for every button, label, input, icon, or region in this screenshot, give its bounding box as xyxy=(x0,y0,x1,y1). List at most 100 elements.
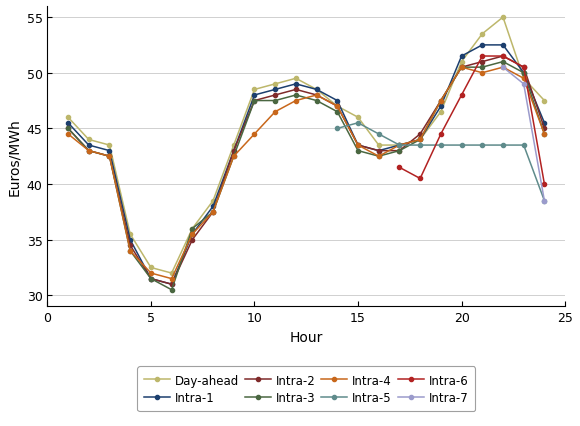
Intra-2 xyxy=(396,149,403,154)
Intra-6 xyxy=(499,55,506,60)
Intra-2 xyxy=(147,276,154,282)
Intra-4 xyxy=(85,149,92,154)
Intra-2 xyxy=(437,99,444,104)
Intra-3 xyxy=(126,249,133,254)
Intra-1 xyxy=(209,204,216,209)
Intra-6 xyxy=(520,66,527,71)
Intra-1 xyxy=(499,43,506,48)
Day-ahead xyxy=(334,104,341,109)
Intra-1 xyxy=(354,143,361,148)
Intra-3 xyxy=(458,66,465,71)
Line: Intra-2: Intra-2 xyxy=(66,55,546,287)
Intra-5 xyxy=(520,143,527,148)
Intra-2 xyxy=(354,143,361,148)
Intra-1 xyxy=(520,71,527,76)
Intra-2 xyxy=(189,238,196,243)
Day-ahead xyxy=(64,115,71,121)
Intra-1 xyxy=(230,149,237,154)
Intra-1 xyxy=(458,55,465,60)
Intra-3 xyxy=(292,93,299,98)
Day-ahead xyxy=(292,77,299,82)
Intra-6 xyxy=(396,165,403,170)
Intra-4 xyxy=(313,93,320,98)
Intra-5 xyxy=(479,143,486,148)
Day-ahead xyxy=(437,110,444,115)
Intra-5 xyxy=(416,143,423,148)
Intra-4 xyxy=(271,110,278,115)
Line: Intra-3: Intra-3 xyxy=(66,60,546,292)
Intra-2 xyxy=(292,88,299,93)
Intra-2 xyxy=(541,127,548,132)
Intra-4 xyxy=(168,276,175,282)
Intra-6 xyxy=(458,93,465,98)
Intra-2 xyxy=(251,99,258,104)
Intra-5 xyxy=(541,199,548,204)
Intra-5 xyxy=(375,132,382,137)
Day-ahead xyxy=(209,199,216,204)
Intra-6 xyxy=(541,182,548,187)
Intra-4 xyxy=(209,210,216,215)
Day-ahead xyxy=(168,271,175,276)
Intra-5 xyxy=(458,143,465,148)
Y-axis label: Euros/MWh: Euros/MWh xyxy=(7,118,21,196)
Intra-4 xyxy=(147,271,154,276)
Day-ahead xyxy=(416,138,423,143)
Line: Intra-1: Intra-1 xyxy=(66,44,546,287)
Intra-5 xyxy=(334,127,341,132)
Day-ahead xyxy=(541,99,548,104)
Intra-3 xyxy=(499,60,506,65)
Line: Intra-4: Intra-4 xyxy=(66,66,546,281)
Intra-4 xyxy=(375,154,382,159)
Intra-4 xyxy=(126,249,133,254)
Intra-1 xyxy=(147,276,154,282)
Intra-1 xyxy=(85,143,92,148)
Intra-2 xyxy=(458,66,465,71)
Intra-1 xyxy=(313,88,320,93)
Intra-4 xyxy=(541,132,548,137)
Intra-4 xyxy=(230,154,237,159)
Intra-1 xyxy=(64,121,71,126)
Day-ahead xyxy=(126,232,133,237)
Intra-3 xyxy=(479,66,486,71)
Intra-1 xyxy=(126,238,133,243)
Line: Intra-5: Intra-5 xyxy=(335,121,546,203)
Intra-7 xyxy=(541,199,548,204)
Line: Day-ahead: Day-ahead xyxy=(66,16,546,276)
Intra-3 xyxy=(334,110,341,115)
Intra-3 xyxy=(251,99,258,104)
Intra-3 xyxy=(520,71,527,76)
Intra-2 xyxy=(271,93,278,98)
Intra-2 xyxy=(313,93,320,98)
Intra-3 xyxy=(396,149,403,154)
Intra-2 xyxy=(85,149,92,154)
Day-ahead xyxy=(106,143,113,148)
Intra-7 xyxy=(520,82,527,87)
Intra-2 xyxy=(375,149,382,154)
Intra-1 xyxy=(251,93,258,98)
Day-ahead xyxy=(479,32,486,37)
Intra-2 xyxy=(106,154,113,159)
Intra-3 xyxy=(313,99,320,104)
Intra-3 xyxy=(354,149,361,154)
Intra-1 xyxy=(292,82,299,87)
Day-ahead xyxy=(396,143,403,148)
Intra-2 xyxy=(230,149,237,154)
Intra-3 xyxy=(375,154,382,159)
Intra-5 xyxy=(437,143,444,148)
Day-ahead xyxy=(147,265,154,271)
Day-ahead xyxy=(458,60,465,65)
Intra-3 xyxy=(168,288,175,293)
Intra-4 xyxy=(64,132,71,137)
Intra-1 xyxy=(396,143,403,148)
Intra-4 xyxy=(251,132,258,137)
Intra-1 xyxy=(189,232,196,237)
Intra-2 xyxy=(416,132,423,137)
Intra-3 xyxy=(437,99,444,104)
X-axis label: Hour: Hour xyxy=(289,330,323,344)
Day-ahead xyxy=(313,88,320,93)
Intra-6 xyxy=(437,132,444,137)
Intra-4 xyxy=(292,99,299,104)
Intra-4 xyxy=(499,66,506,71)
Intra-2 xyxy=(168,282,175,287)
Day-ahead xyxy=(375,143,382,148)
